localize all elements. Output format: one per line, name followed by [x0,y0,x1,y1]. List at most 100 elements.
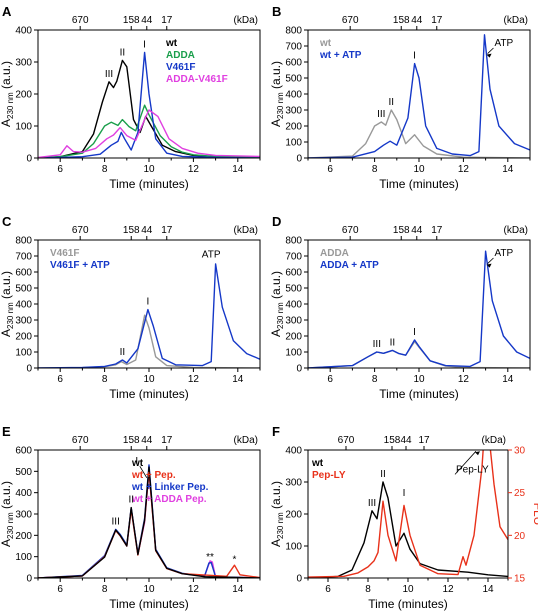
panel-A: A 6 8 10 12 14 Time (minutes) 670 158 44 17 (kDa) 0 1… [0,4,261,191]
x-tick-label: 12 [442,584,454,595]
y-tick-label: 600 [285,268,302,279]
y-tick-label: 800 [285,236,302,247]
kda-tick-label: 670 [72,435,89,446]
panel-letter: F [272,424,280,439]
annotation-label: ATP [494,38,513,49]
annotation-label: * [233,555,237,566]
annotation-label: ** [206,552,214,563]
y2-tick-label: 25 [514,488,526,499]
panel-D: D 6 8 10 12 14 Time (minutes) 670 158 44 17 (kDa) 0 1… [269,214,531,401]
y-tick-label: 400 [15,300,32,311]
x-tick-label: 14 [232,584,244,595]
legend-entry: ADDA [166,50,195,61]
kda-tick-label: 17 [418,435,430,446]
kda-unit: (kDa) [234,15,258,26]
legend-entry: wt [311,458,324,469]
y-tick-label: 0 [296,574,302,585]
kda-tick-label: 17 [431,15,443,26]
legend-entry: wt + ATP [319,50,362,61]
x-tick-label: 14 [482,584,494,595]
y-tick-label: 800 [285,26,302,37]
legend-entry: wt + Linker Pep. [131,482,209,493]
kda-tick-label: 44 [411,225,423,236]
legend-entry: wt [165,38,178,49]
y-axis-label: A230 nm (a.u.) [0,61,15,127]
legend-entry: V461F [50,248,79,259]
x-tick-label: 12 [188,584,200,595]
legend-entry: ADDA [320,248,349,259]
series-line [38,104,260,158]
x-tick-label: 10 [143,164,155,175]
series-line [38,466,260,578]
kda-tick-label: 44 [400,435,412,446]
x-tick-label: 8 [365,584,371,595]
x-tick-label: 14 [232,164,244,175]
annotation-arrow [487,257,494,264]
kda-unit: (kDa) [504,15,528,26]
y2-tick-label: 30 [514,446,526,457]
y-tick-label: 0 [26,574,32,585]
panel-letter: D [272,214,281,229]
series-line [38,51,260,158]
x-tick-label: 10 [143,584,155,595]
y-tick-label: 200 [285,332,302,343]
peak-label: III [373,339,381,350]
y-tick-label: 300 [285,316,302,327]
panel-letter: C [2,214,12,229]
y-axis-label: A230 nm (a.u.) [269,481,285,547]
legend-entry: wt [319,38,332,49]
y-tick-label: 0 [26,154,32,165]
kda-tick-label: 44 [141,225,153,236]
x-tick-label: 6 [57,164,63,175]
kda-tick-label: 44 [141,15,153,26]
peak-label: III [112,516,120,527]
series-line [38,263,260,368]
y-tick-label: 100 [285,542,302,553]
kda-tick-label: 158 [384,435,401,446]
y-tick-label: 700 [15,252,32,263]
y-axis-label: A230 nm (a.u.) [269,271,285,337]
y-tick-label: 300 [285,478,302,489]
legend-entry: ADDA + ATP [320,260,379,271]
y-tick-label: 700 [285,42,302,53]
peak-label: II [388,97,394,108]
y-tick-label: 500 [285,284,302,295]
kda-tick-label: 17 [161,225,173,236]
x-tick-label: 8 [372,374,378,385]
y-tick-label: 600 [15,268,32,279]
y-tick-label: 0 [26,364,32,375]
x-axis-label: Time (minutes) [379,387,459,401]
x-axis-label: Time (minutes) [109,177,189,191]
y-axis-label: A230 nm (a.u.) [269,61,285,127]
kda-tick-label: 17 [161,15,173,26]
x-tick-label: 12 [188,164,200,175]
x-tick-label: 8 [102,164,108,175]
legend-entry: Pep-LY [312,470,346,481]
y-tick-label: 400 [285,90,302,101]
kda-tick-label: 670 [338,435,355,446]
legend-entry: wt + ADDA Pep. [131,494,207,505]
x-tick-label: 6 [57,374,63,385]
peak-label: II [120,347,126,358]
panel-C: C 6 8 10 12 14 Time (minutes) 670 158 44 17 (kDa) 0 1… [0,214,261,401]
peak-label: II [120,47,126,58]
kda-unit: (kDa) [234,435,258,446]
legend-entry: V461F + ATP [50,260,110,271]
peak-label: III [377,109,385,120]
x-tick-label: 10 [143,374,155,385]
y-tick-label: 200 [285,510,302,521]
x-tick-label: 6 [327,164,333,175]
legend-entry: V461F [166,62,195,73]
series-line [308,481,508,578]
x-tick-label: 6 [327,374,333,385]
peak-label: I [143,39,146,50]
y-tick-label: 200 [285,122,302,133]
x-tick-label: 8 [102,584,108,595]
y-tick-label: 400 [15,26,32,37]
kda-tick-label: 670 [72,15,89,26]
kda-tick-label: 17 [161,435,173,446]
annotation-label: ATP [494,248,513,259]
kda-tick-label: 44 [141,435,153,446]
panel-F: F 6 8 10 12 14 Time (minutes) 670 158 44 17 (kDa) 0 1… [269,424,538,611]
series-line [308,250,530,368]
